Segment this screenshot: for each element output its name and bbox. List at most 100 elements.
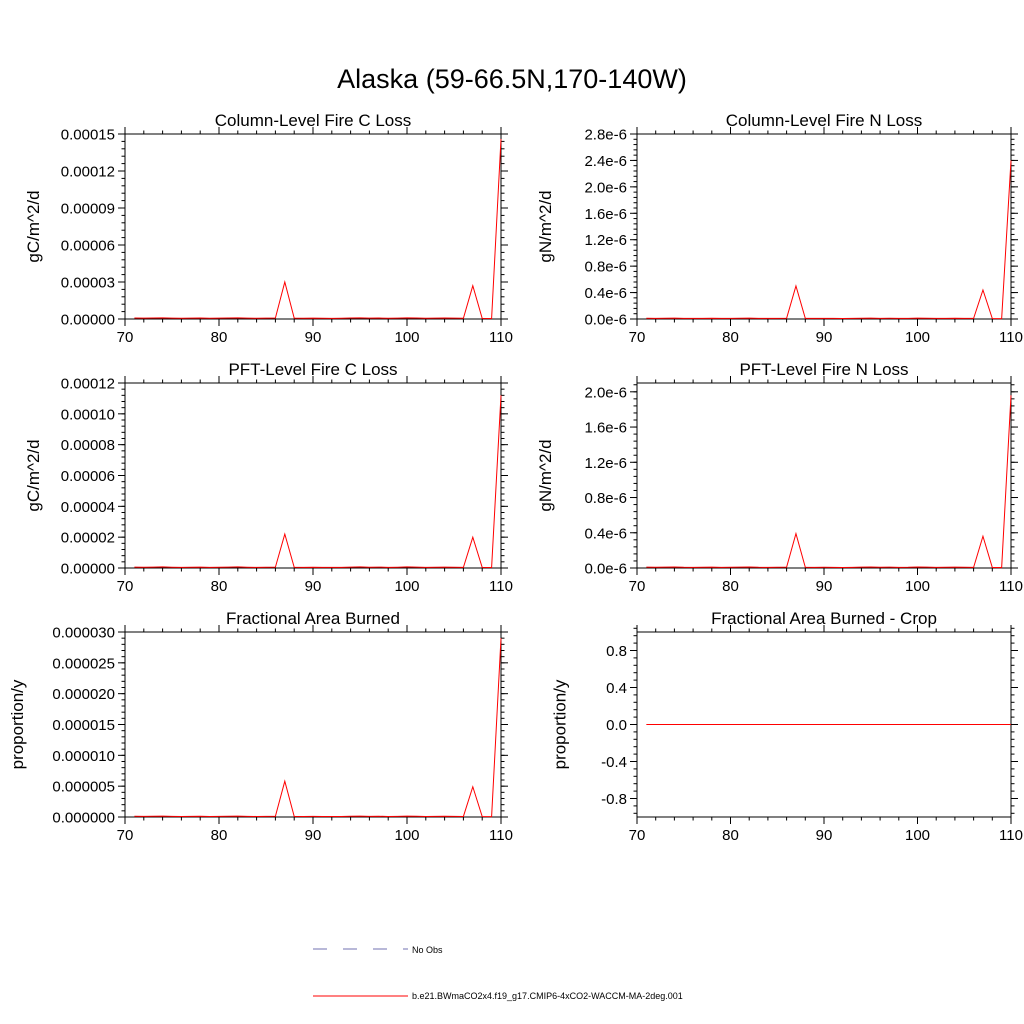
y-tick-label: 0.000010 [52,748,115,765]
legend: No Obs b.e21.BWmaCO2x4.f19_g17.CMIP6-4xC… [313,945,683,1001]
y-tick-label: 2.4e-6 [584,153,627,170]
x-tick-label: 90 [305,578,322,595]
y-tick-label: 0.00006 [61,238,115,255]
y-tick-label: 0.00012 [61,376,115,393]
y-tick-label: 0.00004 [61,499,115,516]
x-tick-label: 80 [722,329,739,346]
y-tick-label: 0.000030 [52,625,115,642]
x-tick-label: 90 [816,578,833,595]
chart-panel-1: Column-Level Fire C Loss 70 80 90 100 110 0.00… [24,111,513,346]
x-tick-label: 100 [905,827,930,844]
page-title: Alaska (59-66.5N,170-140W) [337,64,687,94]
y-tick-label: 0.8 [606,643,627,660]
x-tick-label: 70 [117,827,134,844]
series-line-1 [134,638,502,818]
chart-title: Fractional Area Burned - Crop [711,609,937,628]
x-tick-label: 90 [305,329,322,346]
y-tick-label: 0.00009 [61,201,115,218]
y-tick-label: 0.00002 [61,530,115,547]
chart-title: PFT-Level Fire C Loss [228,360,397,379]
x-tick-label: 110 [489,329,513,346]
series-line-1 [134,138,502,320]
chart-panel-3: PFT-Level Fire C Loss 70 80 90 100 110 0.00000… [24,360,513,595]
x-tick-label: 70 [629,827,646,844]
y-tick-label: 0.4e-6 [584,285,627,302]
x-tick-label: 110 [999,578,1023,595]
y-tick-label: 2.0e-6 [584,384,627,401]
y-tick-label: 0.000020 [52,686,115,703]
plot-frame [636,382,1012,569]
y-tick-label: 1.2e-6 [584,232,627,249]
y-tick-label: -0.4 [601,754,627,771]
chart-title: Column-Level Fire N Loss [726,111,923,130]
x-tick-label: 100 [394,329,419,346]
y-tick-label: 1.2e-6 [584,455,627,472]
y-tick-label: 0.4e-6 [584,525,627,542]
x-tick-label: 70 [117,329,134,346]
y-axis-label: proportion/y [8,679,27,769]
x-tick-label: 80 [722,827,739,844]
y-tick-label: 0.4 [606,680,627,697]
y-tick-label: 1.6e-6 [584,420,627,437]
chart-title: Fractional Area Burned [226,609,400,628]
legend-obs-label: No Obs [412,945,443,955]
chart-title: PFT-Level Fire N Loss [739,360,908,379]
chart-title: Column-Level Fire C Loss [215,111,412,130]
x-tick-label: 110 [999,329,1023,346]
y-tick-label: 2.8e-6 [584,127,627,144]
plot-frame [124,631,502,818]
x-tick-label: 90 [305,827,322,844]
y-tick-label: 0.00006 [61,468,115,485]
y-tick-label: 0.0 [606,717,627,734]
x-tick-label: 80 [722,578,739,595]
x-tick-label: 80 [211,329,228,346]
y-tick-label: 0.000005 [52,779,115,796]
y-tick-label: 0.00000 [61,312,115,329]
y-axis-label: gC/m^2/d [24,439,43,511]
series-line-1 [646,395,1012,569]
plot-frame [124,133,502,320]
y-tick-label: 0.0e-6 [584,561,627,578]
y-axis-label: proportion/y [551,679,570,769]
plot-frame [636,133,1012,320]
y-axis-label: gN/m^2/d [536,439,555,511]
y-tick-label: 0.00003 [61,275,115,292]
y-tick-label: 0.000015 [52,717,115,734]
x-tick-label: 100 [905,329,930,346]
y-tick-label: 1.6e-6 [584,206,627,223]
chart-panel-4: PFT-Level Fire N Loss 70 80 90 100 110 0.0e-6 0… [536,360,1023,595]
x-tick-label: 80 [211,578,228,595]
x-tick-label: 90 [816,329,833,346]
x-tick-label: 110 [489,827,513,844]
y-tick-label: 0.8e-6 [584,490,627,507]
chart-panel-2: Column-Level Fire N Loss 70 80 90 100 110 0.0e… [536,111,1023,346]
y-tick-label: 0.00000 [61,561,115,578]
y-axis-label: gN/m^2/d [536,190,555,262]
series-line-1 [134,395,502,569]
y-axis-label: gC/m^2/d [24,190,43,262]
y-tick-label: 0.0e-6 [584,312,627,329]
x-tick-label: 70 [117,578,134,595]
y-tick-label: 0.00008 [61,437,115,454]
chart-panel-6: Fractional Area Burned - Crop 70 80 90 100 11… [551,609,1023,844]
x-tick-label: 90 [816,827,833,844]
legend-model-label: b.e21.BWmaCO2x4.f19_g17.CMIP6-4xCO2-WACC… [412,991,683,1001]
x-tick-label: 100 [905,578,930,595]
y-tick-label: 0.000025 [52,655,115,672]
y-tick-label: 0.00015 [61,127,115,144]
x-tick-label: 70 [629,578,646,595]
x-tick-label: 100 [394,827,419,844]
y-tick-label: -0.8 [601,791,627,808]
series-line-1 [646,160,1012,320]
chart-panel-5: Fractional Area Burned 70 80 90 100 110 0.0000… [8,609,513,844]
x-tick-label: 70 [629,329,646,346]
x-tick-label: 80 [211,827,228,844]
y-tick-label: 0.00012 [61,164,115,181]
x-tick-label: 110 [489,578,513,595]
x-tick-label: 100 [394,578,419,595]
plot-frame [124,382,502,569]
y-tick-label: 0.00010 [61,406,115,423]
x-tick-label: 110 [999,827,1023,844]
